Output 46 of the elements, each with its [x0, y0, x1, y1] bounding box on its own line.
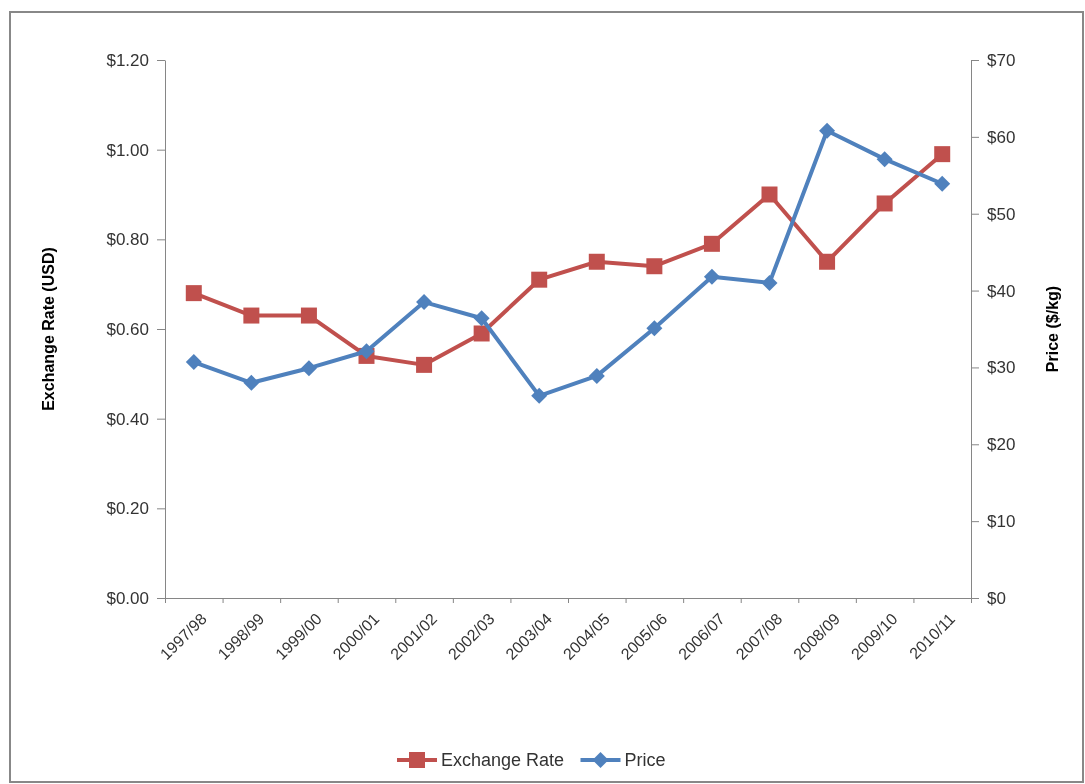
point — [761, 186, 778, 203]
point — [703, 235, 720, 252]
point — [416, 294, 433, 311]
point — [646, 258, 663, 275]
y-tick-label: $1.00 — [106, 140, 149, 160]
y-tick-label: $0.80 — [106, 230, 149, 250]
y2-tick-label: $40 — [987, 281, 1016, 301]
y2-tick-label: $30 — [987, 358, 1016, 378]
point — [243, 374, 260, 391]
point — [185, 354, 202, 371]
legend-label: Exchange Rate — [441, 750, 565, 771]
point — [761, 274, 778, 291]
y2-tick-label: $70 — [987, 50, 1016, 70]
y2-axis-title: Price ($/kg) — [1044, 285, 1061, 373]
point — [358, 343, 375, 360]
y2-tick-label: $60 — [987, 127, 1016, 147]
point — [473, 325, 490, 342]
point — [876, 151, 893, 168]
y2-tick-label: $0 — [987, 588, 1006, 608]
point — [934, 175, 951, 192]
point — [185, 285, 202, 302]
point — [300, 360, 317, 377]
y-tick-label: $0.60 — [106, 319, 149, 339]
y-tick-label: $0.00 — [106, 588, 149, 608]
y2-tick-label: $10 — [987, 512, 1016, 532]
point — [646, 320, 663, 337]
y-axis-title: Exchange Rate (USD) — [40, 247, 57, 411]
point — [876, 195, 893, 212]
point — [819, 122, 836, 139]
point — [819, 253, 836, 270]
point — [473, 310, 490, 327]
point — [934, 146, 951, 163]
point — [416, 356, 433, 373]
point — [588, 367, 605, 384]
y-tick-label: $0.20 — [106, 499, 149, 519]
y-tick-label: $0.40 — [106, 409, 149, 429]
y2-tick-label: $50 — [987, 204, 1016, 224]
point — [588, 253, 605, 270]
point — [531, 271, 548, 288]
y2-tick-label: $20 — [987, 435, 1016, 455]
point — [531, 387, 548, 404]
legend-label: Price — [624, 750, 666, 771]
point — [703, 268, 720, 285]
point — [243, 307, 260, 324]
point — [300, 307, 317, 324]
y-tick-label: $1.20 — [106, 50, 149, 70]
